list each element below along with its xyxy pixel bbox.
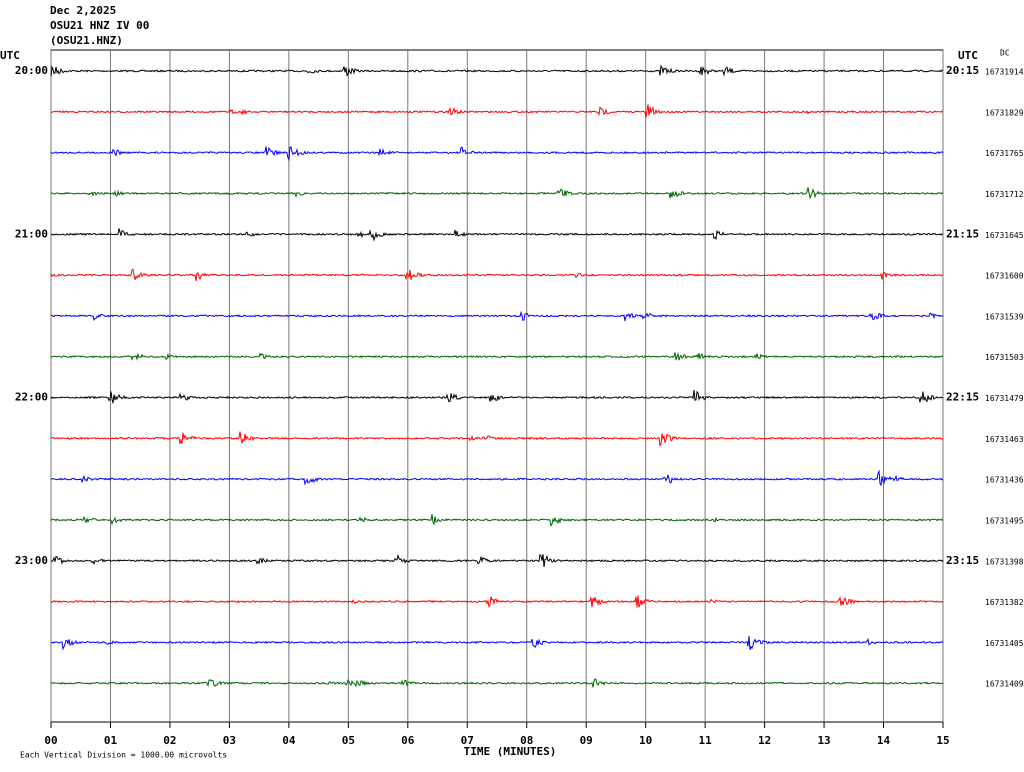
end-time-label: 23:15 bbox=[946, 554, 979, 567]
x-tick-label: 05 bbox=[342, 734, 355, 747]
trace bbox=[50, 352, 944, 361]
x-tick-label: 04 bbox=[282, 734, 296, 747]
x-tick-label: 08 bbox=[520, 734, 533, 747]
x-tick-label: 02 bbox=[163, 734, 176, 747]
dc-value: 16731539 bbox=[985, 312, 1024, 321]
x-tick-label: 15 bbox=[936, 734, 949, 747]
x-tick-label: 07 bbox=[461, 734, 474, 747]
dc-value: 16731914 bbox=[985, 68, 1024, 77]
trace bbox=[50, 146, 944, 162]
x-tick-label: 13 bbox=[817, 734, 830, 747]
trace bbox=[50, 431, 944, 447]
trace bbox=[50, 469, 944, 487]
title-line: Dec 2,2025 bbox=[50, 4, 116, 17]
dc-value: 16731503 bbox=[985, 353, 1024, 362]
end-time-label: 21:15 bbox=[946, 227, 979, 240]
trace bbox=[50, 187, 944, 200]
dc-value: 16731479 bbox=[985, 394, 1024, 403]
dc-value: 16731436 bbox=[985, 476, 1024, 485]
dc-value: 16731398 bbox=[985, 557, 1024, 566]
dc-label: DC bbox=[1000, 49, 1010, 58]
end-time-label: 20:15 bbox=[946, 64, 979, 77]
trace bbox=[50, 310, 944, 322]
trace bbox=[50, 390, 944, 404]
title-line: (OSU21.HNZ) bbox=[50, 34, 123, 47]
x-tick-label: 12 bbox=[758, 734, 771, 747]
dc-value: 16731409 bbox=[985, 680, 1024, 689]
trace bbox=[50, 104, 944, 118]
x-tick-label: 06 bbox=[401, 734, 415, 747]
trace bbox=[50, 553, 944, 568]
start-time-label: 23:00 bbox=[15, 554, 48, 567]
x-tick-label: 10 bbox=[639, 734, 652, 747]
start-time-label: 21:00 bbox=[15, 227, 48, 240]
x-tick-label: 01 bbox=[104, 734, 118, 747]
footnote: Each Vertical Division = 1000.00 microvo… bbox=[20, 751, 227, 760]
dc-value: 16731765 bbox=[985, 149, 1024, 158]
right-axis-label: UTC bbox=[958, 49, 978, 62]
dc-value: 16731600 bbox=[985, 272, 1024, 281]
trace bbox=[50, 64, 944, 77]
trace bbox=[51, 636, 944, 651]
x-tick-label: 03 bbox=[223, 734, 236, 747]
start-time-label: 20:00 bbox=[15, 64, 48, 77]
x-axis-label: TIME (MINUTES) bbox=[464, 745, 557, 758]
trace bbox=[50, 228, 944, 242]
start-time-label: 22:00 bbox=[15, 391, 48, 404]
trace bbox=[50, 595, 944, 609]
x-tick-label: 14 bbox=[877, 734, 891, 747]
x-tick-label: 09 bbox=[580, 734, 593, 747]
end-time-label: 22:15 bbox=[946, 391, 979, 404]
dc-value: 16731495 bbox=[985, 516, 1024, 525]
dc-value: 16731645 bbox=[985, 231, 1024, 240]
trace bbox=[50, 678, 944, 688]
trace bbox=[50, 268, 944, 282]
dc-value: 16731405 bbox=[985, 639, 1024, 648]
trace bbox=[50, 514, 944, 527]
title-line: OSU21 HNZ IV 00 bbox=[50, 19, 149, 32]
dc-value: 16731829 bbox=[985, 108, 1024, 117]
dc-value: 16731463 bbox=[985, 435, 1024, 444]
dc-value: 16731382 bbox=[985, 598, 1024, 607]
left-axis-label: UTC bbox=[0, 49, 20, 62]
plot-frame bbox=[50, 49, 944, 723]
x-tick-label: 00 bbox=[44, 734, 57, 747]
dc-value: 16731712 bbox=[985, 190, 1024, 199]
x-tick-label: 11 bbox=[699, 734, 713, 747]
